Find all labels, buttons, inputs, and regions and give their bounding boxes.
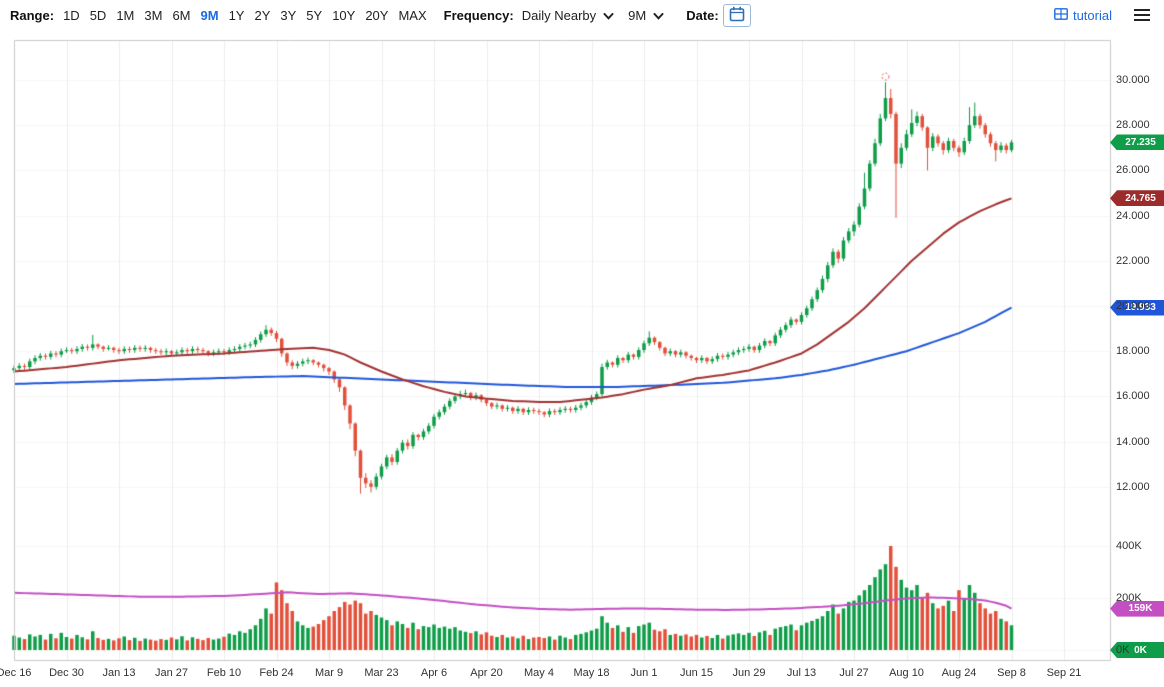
hamburger-menu-icon[interactable] — [1132, 7, 1152, 23]
period-value: 9M — [628, 7, 647, 23]
frequency-label: Frequency: — [443, 7, 514, 23]
volume-zero-badge: 0K — [1110, 642, 1164, 658]
date-axis-label: Mar 23 — [364, 667, 399, 679]
chevron-down-icon — [603, 8, 614, 23]
range-button-5d[interactable]: 5D — [85, 6, 112, 25]
price-axis-label: 18.000 — [1116, 345, 1150, 358]
date-axis-label: Jul 13 — [786, 667, 817, 679]
date-axis-label: Dec 16 — [0, 667, 32, 679]
price-axis-label: 24.000 — [1116, 209, 1150, 222]
range-button-1d[interactable]: 1D — [58, 6, 85, 25]
date-axis-label: Sep 21 — [1046, 667, 1082, 679]
last-price-badge: 27.235 — [1110, 134, 1164, 151]
date-axis-label: May 4 — [524, 667, 554, 679]
date-axis-label: Jun 29 — [732, 667, 766, 679]
price-axis-label: 14.000 — [1116, 435, 1150, 448]
chevron-down-icon — [653, 8, 664, 23]
price-axis-label: 30.000 — [1116, 74, 1150, 86]
tutorial-grid-icon — [1054, 7, 1068, 23]
date-axis-label: Aug 24 — [941, 667, 977, 679]
frequency-dropdown[interactable]: Daily Nearby — [522, 8, 614, 23]
range-label: Range: — [10, 7, 55, 23]
range-button-9m[interactable]: 9M — [196, 6, 224, 25]
volume-axis-label: 0K — [1116, 644, 1130, 656]
tutorial-label: tutorial — [1072, 7, 1112, 23]
range-button-3m[interactable]: 3M — [139, 6, 167, 25]
date-axis-label: May 18 — [573, 667, 610, 679]
date-label: Date: — [686, 7, 719, 23]
red-ma-badge: 24.765 — [1110, 190, 1164, 207]
calendar-button[interactable] — [722, 3, 751, 27]
price-axis-label: 26.000 — [1116, 164, 1150, 177]
date-axis-label: Jun 1 — [630, 667, 658, 679]
date-axis-label: Sep 8 — [997, 667, 1026, 679]
price-axis-label: 28.000 — [1116, 119, 1150, 132]
range-button-2y[interactable]: 2Y — [249, 6, 275, 25]
range-button-10y[interactable]: 10Y — [327, 6, 360, 25]
date-axis-label: Dec 30 — [49, 667, 84, 679]
red-ma-value: 24.765 — [1125, 192, 1156, 204]
date-axis-label: Mar 9 — [314, 667, 344, 679]
date-axis-label: Jan 27 — [154, 667, 189, 679]
volume-axis-label: 400K — [1116, 540, 1142, 552]
date-axis-label: Aug 10 — [889, 667, 924, 679]
volume-ma-badge: 159K — [1110, 600, 1164, 617]
price-axis-label: 20.000 — [1116, 300, 1150, 312]
range-button-3y[interactable]: 3Y — [275, 6, 301, 25]
chart-area: 27.235 24.765 19.933 159K 0K 30.000 28.00… — [0, 30, 1164, 687]
volume-axis-label: 200K — [1116, 592, 1142, 604]
range-button-max[interactable]: MAX — [393, 6, 431, 25]
calendar-icon — [729, 6, 745, 25]
range-button-1y[interactable]: 1Y — [224, 6, 250, 25]
date-axis-label: Feb 24 — [259, 667, 294, 679]
price-volume-chart-canvas[interactable] — [0, 30, 1164, 687]
date-axis-label: Jul 27 — [839, 667, 869, 679]
date-axis-label: Jun 15 — [679, 667, 714, 679]
price-axis-label: 16.000 — [1116, 390, 1150, 403]
price-axis-label: 12.000 — [1116, 480, 1150, 493]
blue-ma-badge: 19.933 — [1110, 299, 1164, 316]
volume-zero-value: 0K — [1134, 644, 1147, 656]
date-axis-label: Feb 10 — [206, 667, 242, 679]
period-dropdown[interactable]: 9M — [628, 8, 664, 23]
frequency-value: Daily Nearby — [521, 7, 597, 23]
date-axis-label: Apr 6 — [420, 667, 448, 679]
date-axis-label: Apr 20 — [470, 667, 503, 679]
price-axis-label: 22.000 — [1116, 254, 1150, 267]
range-buttons: 1D 5D 1M 3M 6M 9M 1Y 2Y 3Y 5Y 10Y 20Y MAX — [58, 6, 432, 25]
range-button-5y[interactable]: 5Y — [301, 6, 327, 25]
range-button-6m[interactable]: 6M — [167, 6, 195, 25]
range-button-1m[interactable]: 1M — [111, 6, 139, 25]
range-button-20y[interactable]: 20Y — [360, 6, 393, 25]
date-axis-label: Jan 13 — [102, 667, 136, 679]
toolbar: Range: 1D 5D 1M 3M 6M 9M 1Y 2Y 3Y 5Y 10Y 20Y MAX Fre… — [0, 0, 1164, 30]
tutorial-link[interactable]: tutorial — [1054, 8, 1112, 23]
blue-ma-value: 19.933 — [1125, 302, 1156, 313]
volume-ma-value: 159K — [1128, 603, 1153, 615]
last-price-value: 27.235 — [1125, 136, 1156, 148]
